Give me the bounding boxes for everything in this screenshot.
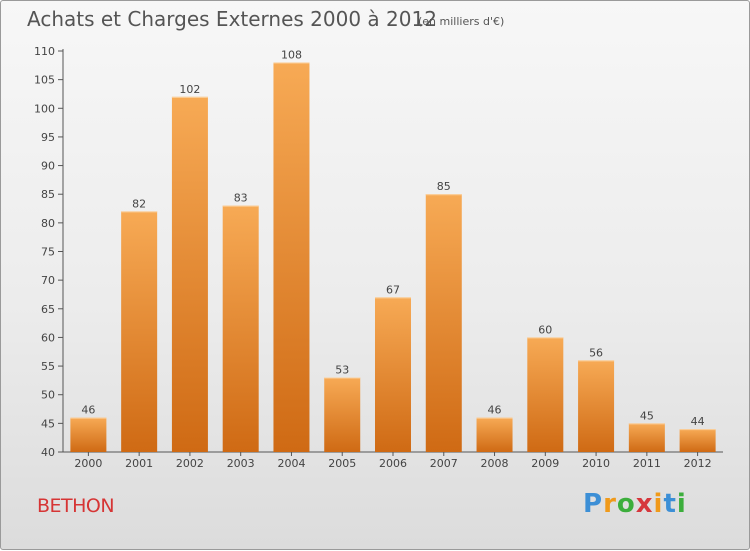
x-tick-label: 2007	[430, 457, 458, 470]
x-tick-label: 2002	[176, 457, 204, 470]
y-tick-label: 90	[41, 160, 55, 173]
y-tick-label: 85	[41, 188, 55, 201]
y-tick-label: 50	[41, 389, 55, 402]
y-tick-label: 60	[41, 331, 55, 344]
bar	[679, 429, 716, 452]
y-tick-label: 75	[41, 246, 55, 259]
bar	[324, 377, 361, 452]
bar-value-label: 56	[589, 346, 603, 359]
x-tick-label: 2005	[328, 457, 356, 470]
y-tick-label: 40	[41, 446, 55, 459]
x-tick-label: 2011	[633, 457, 661, 470]
bar-value-label: 60	[538, 323, 552, 336]
bar-value-label: 83	[234, 192, 248, 205]
bar-value-label: 85	[437, 180, 451, 193]
x-tick-label: 2012	[684, 457, 712, 470]
x-tick-label: 2003	[227, 457, 255, 470]
bar-value-label: 53	[335, 364, 349, 377]
chart-title: Achats et Charges Externes 2000 à 2012	[27, 7, 437, 31]
bar	[171, 96, 208, 452]
y-tick-label: 80	[41, 217, 55, 230]
y-tick-label: 105	[34, 74, 55, 87]
chart-subtitle: (en milliers d'€)	[418, 15, 505, 28]
bar-value-label: 108	[281, 48, 302, 61]
bar	[527, 337, 564, 452]
bar-value-label: 46	[81, 404, 95, 417]
y-tick-label: 45	[41, 417, 55, 430]
bar	[222, 205, 259, 452]
bar	[121, 211, 158, 452]
x-tick-label: 2000	[74, 457, 102, 470]
x-tick-label: 2001	[125, 457, 153, 470]
bar-value-label: 102	[179, 83, 200, 96]
bar	[425, 194, 462, 452]
y-tick-label: 100	[34, 102, 55, 115]
x-tick-label: 2004	[277, 457, 305, 470]
bar	[628, 423, 665, 452]
x-tick-label: 2006	[379, 457, 407, 470]
proxiti-logo[interactable]: Proxiti	[583, 489, 687, 519]
x-tick-label: 2010	[582, 457, 610, 470]
bar-value-label: 46	[488, 404, 502, 417]
y-tick-label: 70	[41, 274, 55, 287]
bar-value-label: 44	[691, 415, 705, 428]
bar-value-label: 67	[386, 283, 400, 296]
bar	[273, 62, 310, 452]
x-tick-label: 2009	[531, 457, 559, 470]
bar	[578, 360, 615, 452]
bar	[476, 417, 513, 452]
y-tick-label: 55	[41, 360, 55, 373]
bar	[70, 417, 107, 452]
bar	[375, 297, 411, 452]
y-tick-label: 110	[34, 45, 55, 58]
y-tick-label: 95	[41, 131, 55, 144]
bar-value-label: 45	[640, 409, 654, 422]
bar-value-label: 82	[132, 197, 146, 210]
y-tick-label: 65	[41, 303, 55, 316]
x-tick-label: 2008	[481, 457, 509, 470]
town-name: BETHON	[37, 495, 115, 517]
